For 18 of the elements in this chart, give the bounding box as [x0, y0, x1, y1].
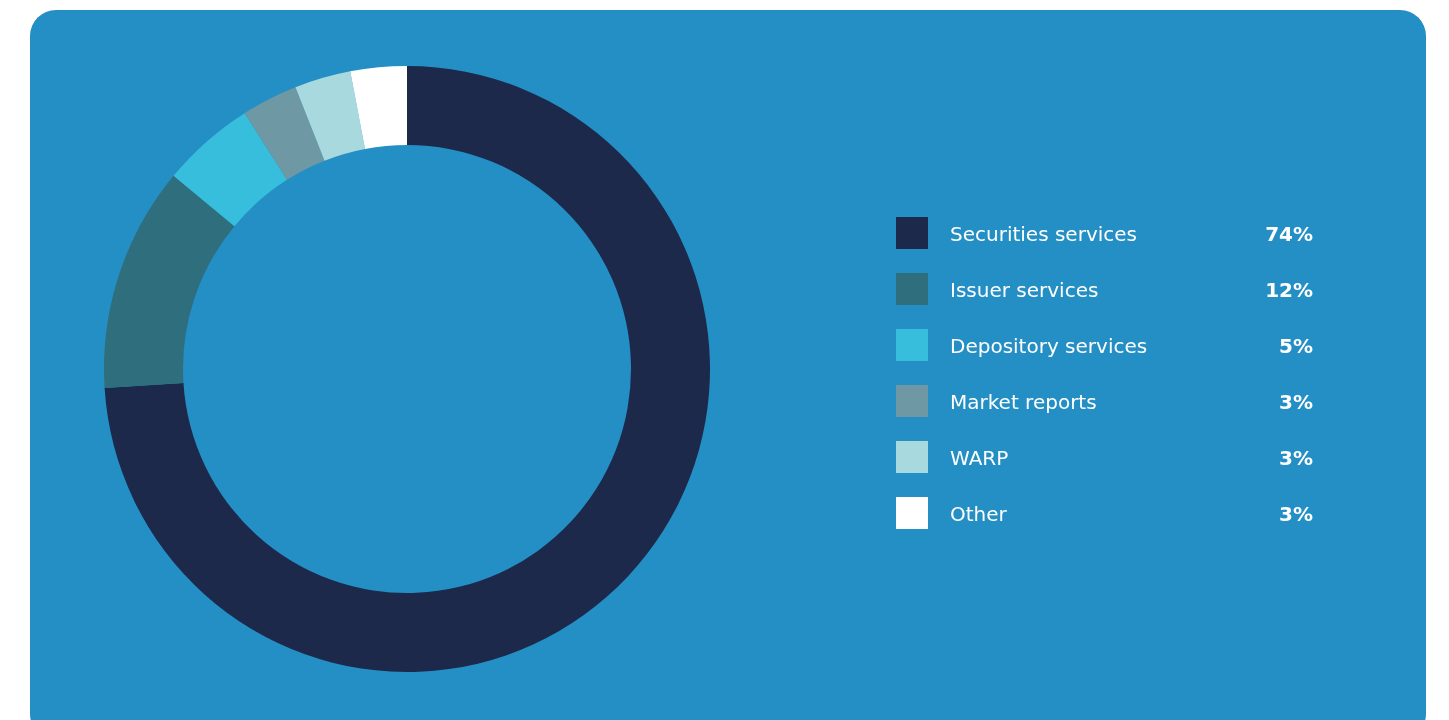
legend-label: Securities services — [950, 222, 1137, 246]
data-label: 5% — [1279, 334, 1313, 358]
legend-label: Other — [950, 502, 1008, 526]
donut-slice — [244, 87, 325, 180]
donut-slice — [173, 113, 287, 227]
data-label: 3% — [1279, 502, 1313, 526]
donut-slice — [104, 175, 235, 389]
donut-slice — [295, 71, 366, 161]
donut-slice — [104, 66, 710, 672]
data-label: 74% — [1265, 222, 1313, 246]
data-label: 3% — [1279, 390, 1313, 414]
legend-label: Market reports — [950, 390, 1097, 414]
legend-label: Depository services — [950, 334, 1148, 358]
donut-slice — [350, 66, 407, 149]
data-label: 3% — [1279, 446, 1313, 470]
legend-label: Issuer services — [950, 278, 1099, 302]
data-label: 12% — [1265, 278, 1313, 302]
legend-label: WARP — [950, 446, 1009, 470]
